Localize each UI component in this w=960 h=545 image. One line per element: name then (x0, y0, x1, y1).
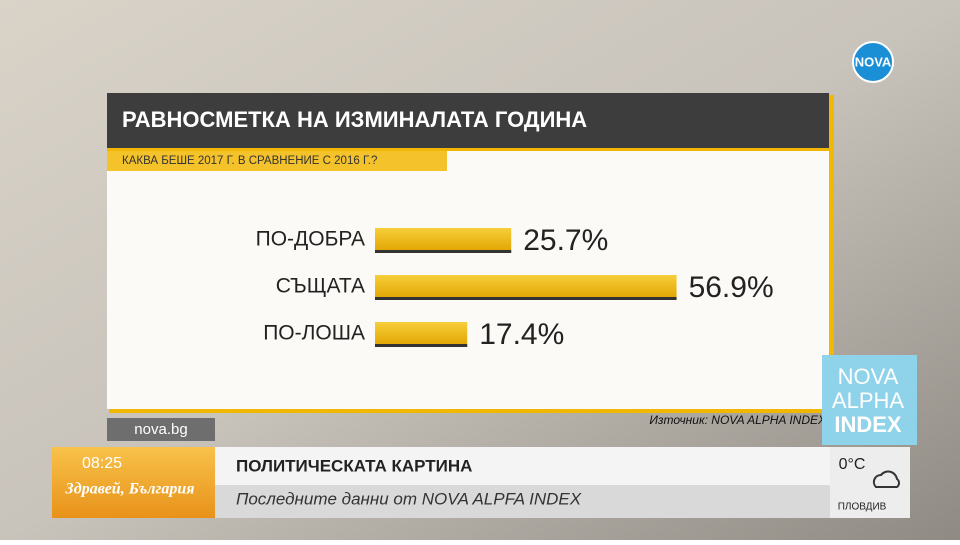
weather-box (830, 447, 910, 518)
bar-shadow (375, 250, 512, 253)
city: ПЛОВДИВ (838, 502, 887, 513)
value-label: 25.7% (523, 224, 608, 257)
badge (822, 355, 917, 445)
chart-subtitle: КАКВА БЕШЕ 2017 Г. В СРАВНЕНИЕ С 2016 Г.… (122, 155, 377, 167)
bar (375, 322, 468, 346)
bar (375, 275, 677, 299)
value-label: 56.9% (689, 271, 774, 304)
site: nova.bg (134, 421, 187, 438)
badge-line: NOVA (838, 364, 899, 389)
headline: ПОЛИТИЧЕСКАТА КАРТИНА (236, 456, 472, 475)
subtitle-bar (107, 151, 447, 171)
subline: Последните данни от NOVA ALPFA INDEX (236, 489, 582, 508)
chart-title: РАВНОСМЕТКА НА ИЗМИНАЛАТА ГОДИНА (122, 107, 587, 132)
show-box (52, 447, 215, 518)
show: Здравей, България (64, 481, 194, 498)
bar-shadow (375, 344, 468, 347)
category-label: ПО-ДОБРА (256, 228, 365, 251)
badge-line: INDEX (834, 412, 902, 437)
source: Източник: NOVA ALPHA INDEX (649, 413, 827, 427)
subline-box (215, 485, 830, 518)
category-label: СЪЩАТА (276, 275, 365, 298)
value-label: 17.4% (479, 318, 564, 351)
title-bar (107, 93, 829, 148)
bar (375, 228, 512, 252)
badge-line: ALPHA (832, 388, 904, 413)
headline-box (215, 447, 830, 485)
weather-icon (872, 470, 900, 488)
time: 08:25 (82, 455, 122, 472)
bars: ПО-ДОБРА 25.7% СЪЩАТА 56.9% ПО-ЛОША 17.4% (256, 224, 774, 351)
logo: NOVA (855, 54, 892, 69)
bar-shadow (375, 297, 677, 300)
logo-circle (852, 41, 894, 83)
category-label: ПО-ЛОША (263, 322, 365, 345)
site-box (107, 418, 215, 441)
title-stripe (107, 148, 829, 151)
temperature: 0°C (839, 456, 866, 473)
